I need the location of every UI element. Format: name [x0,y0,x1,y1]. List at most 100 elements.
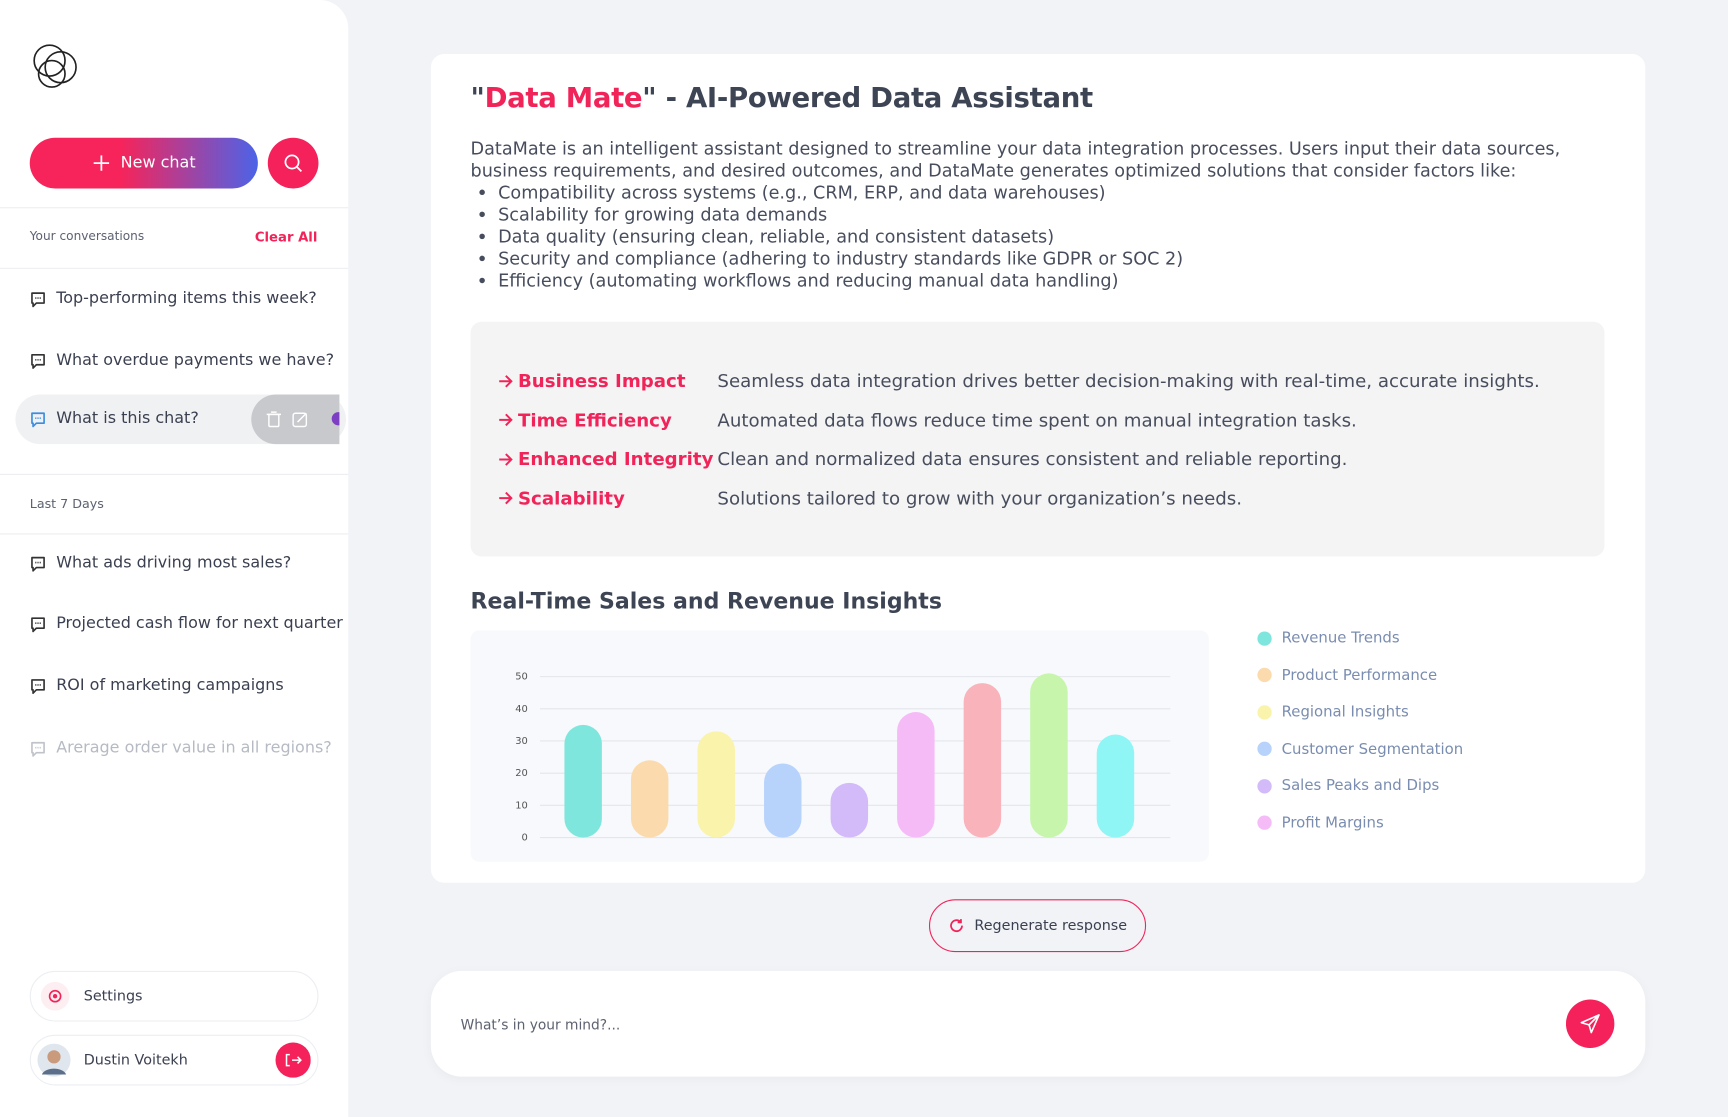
bar [764,763,802,838]
search-button[interactable] [267,137,319,189]
avatar [37,1043,71,1077]
bar [1030,673,1068,838]
new-chat-button[interactable]: New chat [29,137,258,189]
icon-shape [31,741,45,757]
bar [630,760,669,838]
user-profile: Dustin Voitekh [29,1034,319,1086]
conversation-title: What ads driving most sales? [56,554,292,572]
divider [0,533,349,535]
chart: 0 10 20 30 40 50 [515,672,1171,844]
y-tick-label: 20 [515,768,528,779]
icon-shape [31,291,45,307]
logo [33,44,77,88]
message-input[interactable]: What’s in your mind?... [430,970,1646,1077]
legend-label: Customer Segmentation [1281,739,1464,758]
icon-shape [31,353,45,369]
arrow-icon [499,374,513,387]
arrow [499,374,513,387]
bar [697,731,735,838]
bar [897,712,935,838]
conversation-item[interactable]: What overdue payments we have? [30,351,335,370]
conversation-title: ROI of marketing campaigns [56,676,284,695]
conversation-actions[interactable] [251,394,345,445]
action-icons [266,411,345,428]
bullet: Security and compliance (adhering to ind… [498,248,1606,270]
icon-shape [31,556,45,572]
bar [830,782,869,838]
arrow [499,452,513,466]
impact-label: Time Efficiency [498,409,672,430]
chat-icon [31,616,45,632]
legend-item: Product Performance [1257,666,1437,684]
legend-swatch [1257,815,1272,830]
divider [0,473,349,475]
conversation-item[interactable]: Arerage order value in all regions? [30,739,332,757]
chat-icon [31,556,45,572]
bullet: Compatibility across systems (e.g., CRM,… [498,182,1606,204]
chart-card: 0 10 20 30 40 50 [470,630,1209,862]
legend-swatch [1257,667,1272,683]
bullet: Data quality (ensuring clean, reliable, … [498,226,1606,248]
bar [963,683,1002,838]
y-tick-label: 30 [515,736,528,747]
conversation-title: Projected cash flow for next quarter [56,614,343,633]
user-name: Dustin Voitekh [83,1051,188,1069]
chat-icon [31,353,45,369]
conversation-item[interactable]: What ads driving most sales? [30,554,291,572]
conversation-item[interactable]: Top-performing items this week? [30,290,317,307]
response-title: "Data Mate" - AI-Powered Data Assistant [470,81,1094,114]
impact-label-text: Scalability [517,487,625,509]
conversation-item[interactable]: ROI of marketing campaigns [30,676,284,695]
clear-all[interactable]: Clear All [254,229,318,245]
arrow-icon [499,452,513,466]
regenerate-label: Regenerate response [974,917,1128,934]
y-tick-label: 0 [522,833,528,844]
impact-text: Automated data flows reduce time spent o… [717,409,1357,431]
arrow [499,491,513,505]
chat-icon [31,678,45,694]
legend-swatch [1257,778,1272,793]
impact-text: Solutions tailored to grow with your org… [717,487,1243,509]
bar [564,724,602,838]
legend-label: Product Performance [1281,666,1438,684]
legend-item: Profit Margins [1257,813,1384,832]
conversation-title: What is this chat? [56,409,199,428]
y-tick-label: 40 [515,704,528,715]
logout-button[interactable] [275,1042,311,1078]
legend-swatch [1257,630,1272,646]
legend-label: Profit Margins [1281,813,1384,832]
arrow-icon [499,491,513,505]
legend-item: Revenue Trends [1257,629,1400,647]
regenerate-button[interactable]: Regenerate response [928,899,1147,953]
conversation-item[interactable]: What is this chat? [30,410,199,428]
impact-label: Scalability [498,488,625,509]
chat-icon [31,411,45,427]
last7-label: Last 7 Days [29,495,104,512]
new-chat-label: New chat [120,154,196,172]
icon-shape [31,678,45,694]
divider [0,207,349,209]
bullet: Scalability for growing data demands [498,204,1606,226]
impact-text: Clean and normalized data ensures consis… [717,448,1348,470]
conversation-title: Arerage order value in all regions? [56,739,332,758]
y-tick-label: 10 [515,800,528,811]
icon-shape [31,616,45,632]
search-icon [284,154,303,172]
title-quote: " [470,81,485,114]
impact-text: Seamless data integration drives better … [717,370,1540,392]
bar [1096,734,1135,838]
sidebar: New chat Your conversations Clear All La… [0,0,349,1117]
response-intro: DataMate is an intelligent assistant des… [471,138,1606,292]
settings-icon [40,981,70,1011]
settings-button[interactable]: Settings [29,970,319,1022]
conversation-item[interactable]: Projected cash flow for next quarter [30,615,343,633]
impact-label-text: Business Impact [517,370,686,392]
legend-item: Sales Peaks and Dips [1257,777,1439,795]
impact-label-text: Time Efficiency [517,409,672,431]
send-button[interactable] [1565,999,1615,1049]
title-highlight: Data Mate [484,81,643,114]
arrow [499,413,513,427]
bullet: Efficiency (automating workflows and red… [498,270,1606,292]
conversation-title: What overdue payments we have? [56,351,335,370]
